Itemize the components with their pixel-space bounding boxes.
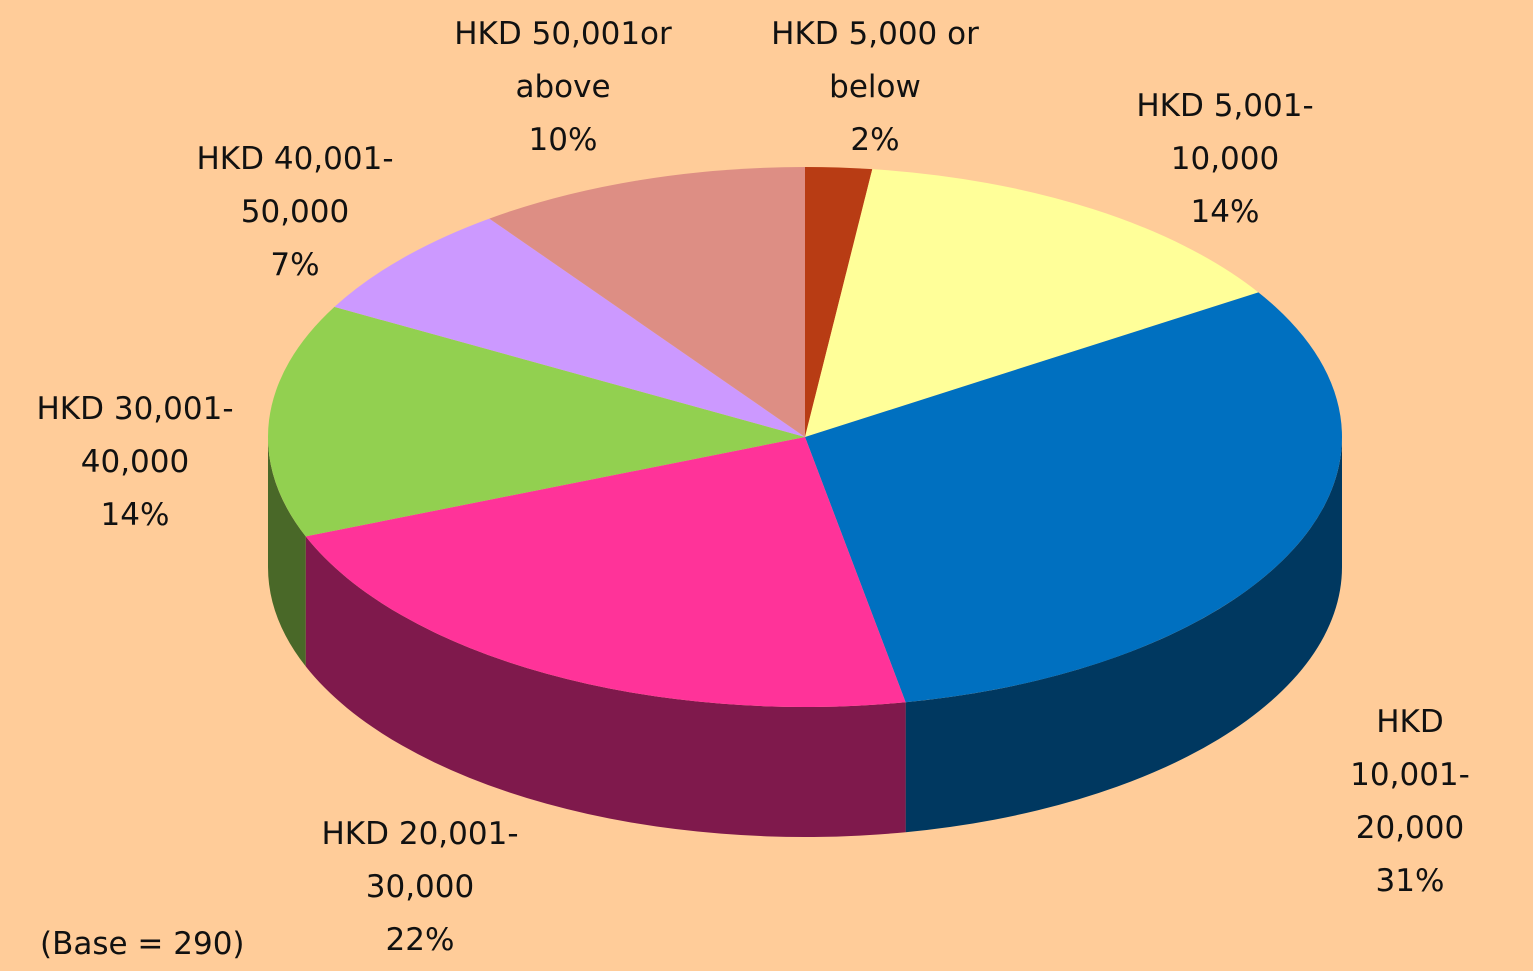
data-label: HKD 40,001- 50,000 7% — [196, 133, 393, 292]
pie-slice-side — [905, 437, 1342, 833]
pie-slice — [805, 292, 1342, 703]
pie-slice — [805, 169, 1259, 437]
value-label: 31% — [1375, 863, 1445, 899]
category-label: HKD 30,001- 40,000 — [36, 391, 234, 480]
pie-slice — [805, 167, 873, 437]
pie-slice-side — [305, 536, 906, 837]
data-label: HKD 30,001- 40,000 14% — [36, 383, 233, 542]
category-label: HKD 50,001or above — [454, 16, 672, 105]
data-label: HKD 5,001- 10,000 14% — [1136, 80, 1313, 239]
data-label: HKD 10,001- 20,000 31% — [1349, 696, 1472, 908]
value-label: 14% — [100, 497, 170, 533]
value-label: 2% — [850, 122, 900, 158]
pie-slice-side — [268, 437, 306, 667]
category-label: HKD 20,001- 30,000 — [321, 816, 519, 905]
data-label: HKD 20,001- 30,000 22% — [321, 808, 518, 967]
annotation: (Base = 290) — [40, 926, 245, 962]
value-label: 10% — [528, 122, 598, 158]
pie-slice — [268, 306, 806, 537]
category-label: HKD 10,001- 20,000 — [1350, 704, 1470, 846]
category-label: HKD 40,001- 50,000 — [196, 141, 394, 230]
value-label: 22% — [385, 922, 455, 958]
data-label: HKD 5,000 or below 2% — [771, 8, 979, 167]
value-label: 14% — [1190, 194, 1260, 230]
category-label: HKD 5,000 or below — [771, 16, 979, 105]
category-label: HKD 5,001- 10,000 — [1136, 88, 1314, 177]
pie-slice — [489, 167, 805, 437]
data-label: HKD 50,001or above 10% — [454, 8, 672, 167]
pie-slice — [305, 437, 906, 707]
value-label: 7% — [270, 247, 320, 283]
pie-slice — [334, 218, 805, 437]
